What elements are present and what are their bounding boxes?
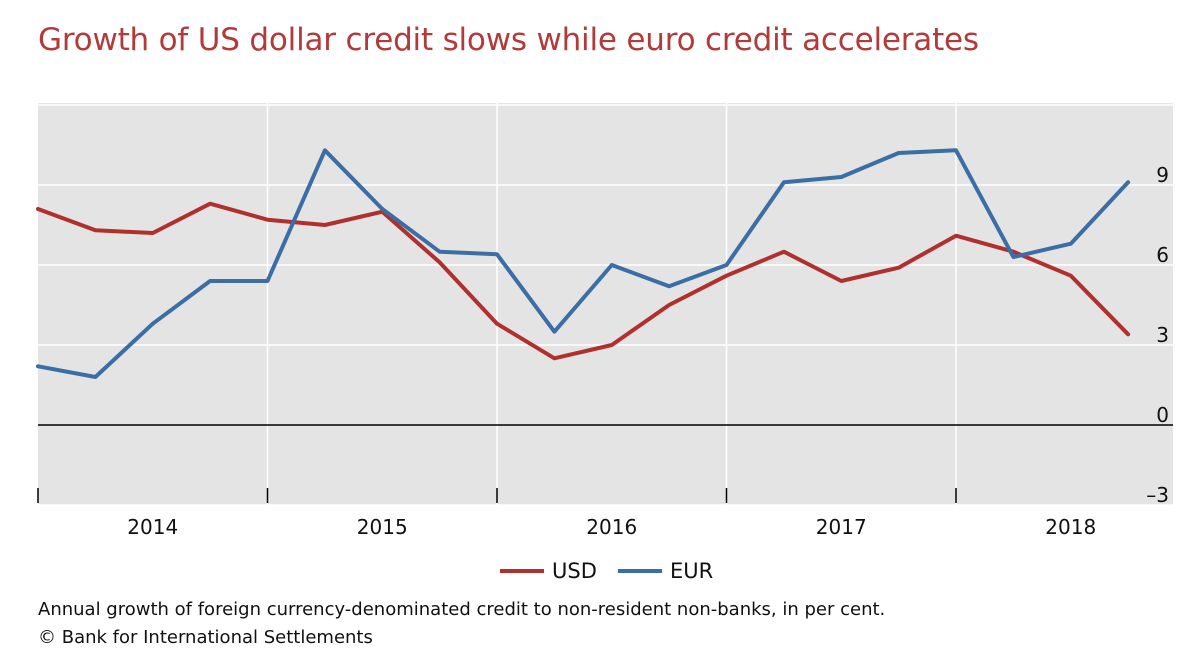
y-tick-label: 9 — [1156, 163, 1169, 187]
x-tick-label: 2018 — [1045, 515, 1096, 539]
horizontal-gridlines — [38, 104, 1173, 506]
x-tick-label: 2014 — [127, 515, 178, 539]
series-lines — [36, 148, 1131, 379]
y-tick-label: 0 — [1156, 403, 1169, 427]
x-axis-year-labels: 2014 2015 2016 2017 2018 — [127, 515, 1096, 539]
plot-background — [38, 103, 1173, 505]
x-tick-label: 2017 — [816, 515, 867, 539]
legend-label-usd: USD — [552, 559, 597, 583]
y-axis-tick-labels: –3 0 3 6 9 — [1146, 163, 1169, 507]
legend: USD EUR — [500, 559, 713, 583]
x-tick-label: 2016 — [586, 515, 637, 539]
footnote: Annual growth of foreign currency-denomi… — [38, 599, 886, 620]
x-tick-label: 2015 — [357, 515, 408, 539]
vertical-gridlines — [266, 103, 957, 505]
chart-title: Growth of US dollar credit slows while e… — [38, 22, 979, 58]
y-tick-label: 6 — [1156, 243, 1169, 267]
x-axis-year-ticks — [37, 488, 957, 503]
series-line-usd — [36, 201, 1131, 361]
y-tick-label: 3 — [1156, 323, 1169, 347]
y-tick-label: –3 — [1146, 483, 1169, 507]
legend-label-eur: EUR — [670, 559, 713, 583]
copyright: © Bank for International Settlements — [38, 627, 373, 648]
series-line-eur — [36, 148, 1131, 379]
